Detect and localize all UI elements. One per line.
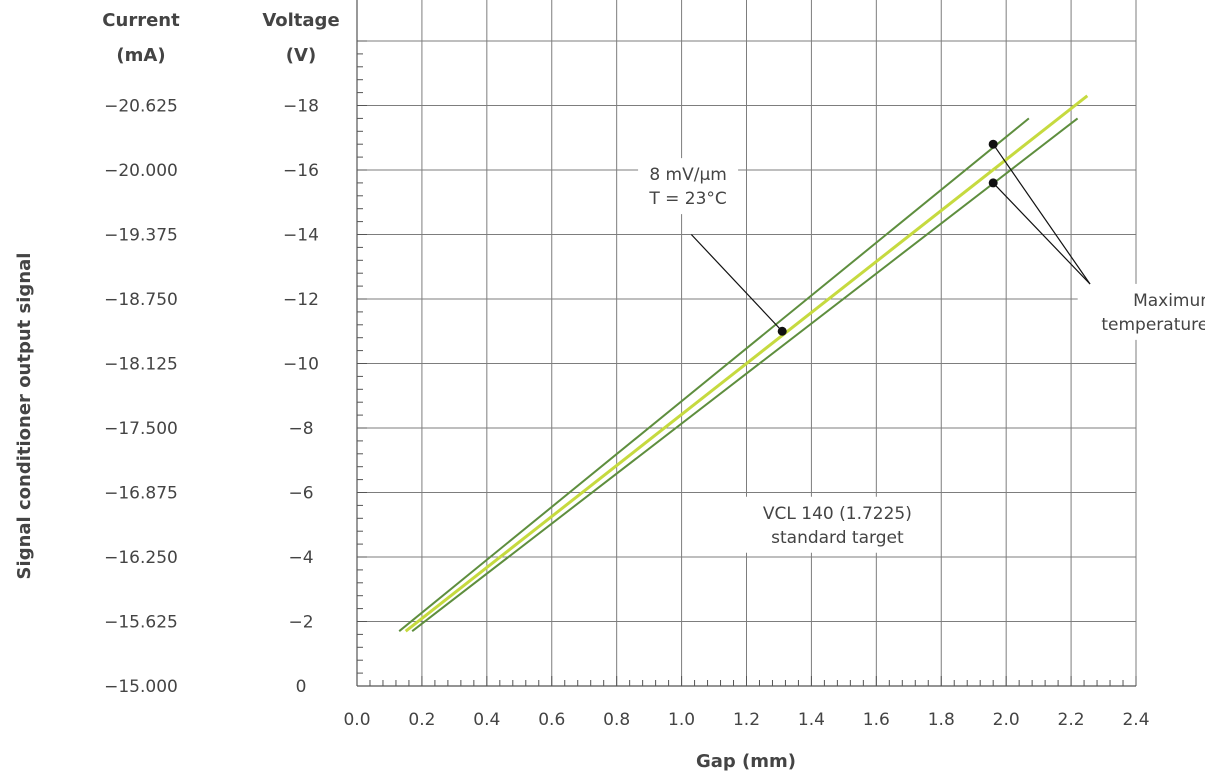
annotation-background [1077, 283, 1205, 340]
series-line-1 [398, 117, 1030, 632]
annotation-text: T = 23°C [648, 189, 726, 209]
annotation-background [638, 158, 739, 215]
series-line-3 [411, 117, 1079, 632]
annotation-background [745, 496, 930, 553]
x-tick-label: 2.4 [1122, 710, 1149, 730]
current-tick-label: −16.875 [104, 484, 178, 504]
voltage-tick-label: 0 [296, 677, 307, 697]
annotation-leader [690, 234, 783, 332]
current-tick-label: −19.375 [104, 226, 178, 246]
x-tick-label: 1.8 [928, 710, 955, 730]
annotation-leader [992, 143, 1091, 285]
data-marker [777, 326, 787, 336]
x-tick-label: 0.0 [343, 710, 370, 730]
voltage-tick-label: −12 [283, 290, 319, 310]
x-tick-label: 1.4 [798, 710, 825, 730]
series-line-2 [404, 94, 1089, 633]
current-tick-label: −15.625 [104, 613, 178, 633]
current-axis-title-line2: (mA) [116, 45, 165, 66]
annotation-text: VCL 140 (1.7225) [763, 504, 912, 524]
x-tick-label: 1.2 [733, 710, 760, 730]
annotations: 8 mV/µm T = 23°C Maximum temperature drift V… [638, 139, 1205, 553]
y-axis-title: Signal conditioner output signal [14, 253, 35, 580]
current-tick-label: −18.750 [104, 290, 178, 310]
voltage-tick-label: −10 [283, 355, 319, 375]
voltage-tick-label: −16 [283, 161, 319, 181]
annotation-text: temperature drift [1101, 315, 1205, 335]
voltage-tick-label: −14 [283, 226, 319, 246]
x-tick-label: 0.6 [538, 710, 565, 730]
current-tick-label: −17.500 [104, 419, 178, 439]
x-tick-label: 1.6 [863, 710, 890, 730]
grid [357, 0, 1137, 686]
annotation-text: 8 mV/µm [649, 165, 727, 185]
annotation-text: standard target [771, 528, 904, 548]
voltage-tick-label: −18 [283, 97, 319, 117]
series-lines [398, 94, 1089, 633]
x-tick-label: 0.2 [408, 710, 435, 730]
data-marker [988, 178, 998, 188]
voltage-tick-label: −2 [288, 613, 313, 633]
data-marker [988, 139, 998, 149]
x-tick-label: 1.0 [668, 710, 695, 730]
voltage-axis-title-line1: Voltage [262, 10, 339, 31]
current-tick-label: −16.250 [104, 548, 178, 568]
x-tick-label: 2.2 [1058, 710, 1085, 730]
current-tick-label: −20.000 [104, 161, 178, 181]
annotation-leader [992, 182, 1091, 285]
current-tick-label: −15.000 [104, 677, 178, 697]
x-tick-label: 2.0 [993, 710, 1020, 730]
voltage-tick-label: −6 [288, 484, 313, 504]
annotation-text: Maximum [1133, 291, 1205, 311]
current-tick-label: −18.125 [104, 355, 178, 375]
voltage-tick-label: −4 [288, 548, 313, 568]
voltage-tick-label: −8 [288, 419, 313, 439]
x-tick-label: 0.8 [603, 710, 630, 730]
axes [356, 0, 1137, 687]
x-tick-label: 0.4 [473, 710, 500, 730]
voltage-axis-title-line2: (V) [286, 45, 316, 66]
x-axis-title: Gap (mm) [696, 751, 796, 772]
current-tick-label: −20.625 [104, 97, 178, 117]
current-axis-title-line1: Current [102, 10, 180, 31]
labels: 0.0 0.2 0.4 0.6 0.8 1.0 1.2 1.4 1.6 1.8 2.0 2.2 2.4 0… [14, 10, 1150, 772]
